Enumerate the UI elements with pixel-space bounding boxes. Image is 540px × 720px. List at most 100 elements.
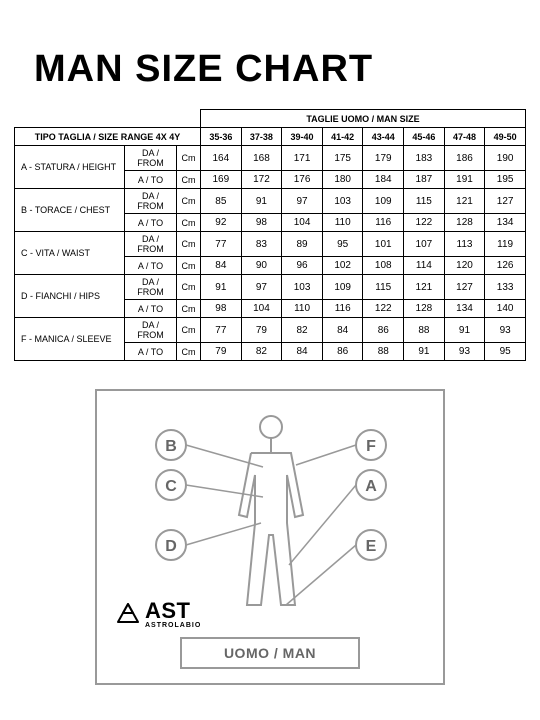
marker-e: E	[366, 538, 377, 555]
table-cell: 133	[485, 275, 526, 300]
from-label: DA / FROM	[125, 318, 177, 343]
table-cell: 93	[444, 343, 485, 361]
table-cell: 91	[444, 318, 485, 343]
table-cell: 128	[404, 300, 445, 318]
to-label: A / TO	[125, 171, 177, 189]
table-cell: 110	[322, 214, 363, 232]
size-chart-table: TAGLIE UOMO / MAN SIZE TIPO TAGLIA / SIZ…	[14, 109, 526, 361]
marker-c: C	[165, 478, 177, 495]
table-cell: 168	[241, 146, 282, 171]
table-cell: 120	[444, 257, 485, 275]
to-label: A / TO	[125, 343, 177, 361]
diagram-area: B C D F A E	[14, 389, 526, 685]
table-cell: 79	[241, 318, 282, 343]
table-cell: 113	[444, 232, 485, 257]
table-cell: 91	[201, 275, 242, 300]
unit-label: Cm	[177, 189, 201, 214]
table-cell: 90	[241, 257, 282, 275]
table-cell: 128	[444, 214, 485, 232]
table-cell: 88	[363, 343, 404, 361]
table-cell: 183	[404, 146, 445, 171]
table-cell: 109	[363, 189, 404, 214]
table-cell: 108	[363, 257, 404, 275]
table-cell: 95	[485, 343, 526, 361]
from-label: DA / FROM	[125, 232, 177, 257]
unit-label: Cm	[177, 300, 201, 318]
table-cell: 85	[201, 189, 242, 214]
table-cell: 126	[485, 257, 526, 275]
measurement-label: D - FIANCHI / HIPS	[15, 275, 125, 318]
table-cell: 110	[282, 300, 323, 318]
table-cell: 164	[201, 146, 242, 171]
table-cell: 116	[322, 300, 363, 318]
to-label: A / TO	[125, 300, 177, 318]
table-cell: 98	[241, 214, 282, 232]
unit-label: Cm	[177, 343, 201, 361]
table-cell: 107	[404, 232, 445, 257]
table-cell: 176	[282, 171, 323, 189]
size-col-4: 43-44	[363, 128, 404, 146]
diagram-box: B C D F A E	[95, 389, 445, 685]
logo-icon	[115, 601, 141, 627]
header-man-size: TAGLIE UOMO / MAN SIZE	[201, 110, 526, 128]
page-title: MAN SIZE CHART	[34, 48, 526, 91]
table-cell: 169	[201, 171, 242, 189]
size-col-1: 37-38	[241, 128, 282, 146]
unit-label: Cm	[177, 171, 201, 189]
table-cell: 84	[282, 343, 323, 361]
to-label: A / TO	[125, 257, 177, 275]
unit-label: Cm	[177, 214, 201, 232]
size-col-3: 41-42	[322, 128, 363, 146]
table-cell: 195	[485, 171, 526, 189]
table-cell: 180	[322, 171, 363, 189]
table-cell: 172	[241, 171, 282, 189]
table-cell: 82	[241, 343, 282, 361]
size-col-6: 47-48	[444, 128, 485, 146]
measurement-label: F - MANICA / SLEEVE	[15, 318, 125, 361]
table-cell: 83	[241, 232, 282, 257]
from-label: DA / FROM	[125, 189, 177, 214]
table-cell: 101	[363, 232, 404, 257]
table-cell: 116	[363, 214, 404, 232]
table-cell: 98	[201, 300, 242, 318]
table-cell: 91	[241, 189, 282, 214]
table-cell: 103	[282, 275, 323, 300]
table-cell: 84	[201, 257, 242, 275]
table-cell: 122	[404, 214, 445, 232]
logo: AST ASTROLABIO	[115, 598, 201, 629]
table-cell: 171	[282, 146, 323, 171]
table-cell: 134	[485, 214, 526, 232]
logo-text: AST	[145, 598, 201, 624]
table-cell: 122	[363, 300, 404, 318]
unit-label: Cm	[177, 275, 201, 300]
unit-label: Cm	[177, 232, 201, 257]
table-cell: 109	[322, 275, 363, 300]
to-label: A / TO	[125, 214, 177, 232]
table-cell: 127	[485, 189, 526, 214]
size-col-5: 45-46	[404, 128, 445, 146]
table-cell: 96	[282, 257, 323, 275]
table-cell: 82	[282, 318, 323, 343]
table-cell: 127	[444, 275, 485, 300]
table-cell: 89	[282, 232, 323, 257]
table-cell: 102	[322, 257, 363, 275]
table-cell: 184	[363, 171, 404, 189]
table-cell: 103	[322, 189, 363, 214]
table-cell: 140	[485, 300, 526, 318]
table-cell: 79	[201, 343, 242, 361]
table-cell: 115	[363, 275, 404, 300]
size-col-7: 49-50	[485, 128, 526, 146]
table-cell: 104	[282, 214, 323, 232]
unit-label: Cm	[177, 257, 201, 275]
measurement-label: C - VITA / WAIST	[15, 232, 125, 275]
table-cell: 114	[404, 257, 445, 275]
size-col-0: 35-36	[201, 128, 242, 146]
size-col-2: 39-40	[282, 128, 323, 146]
table-cell: 179	[363, 146, 404, 171]
table-cell: 97	[282, 189, 323, 214]
table-cell: 119	[485, 232, 526, 257]
table-cell: 95	[322, 232, 363, 257]
table-cell: 104	[241, 300, 282, 318]
table-cell: 84	[322, 318, 363, 343]
table-cell: 191	[444, 171, 485, 189]
